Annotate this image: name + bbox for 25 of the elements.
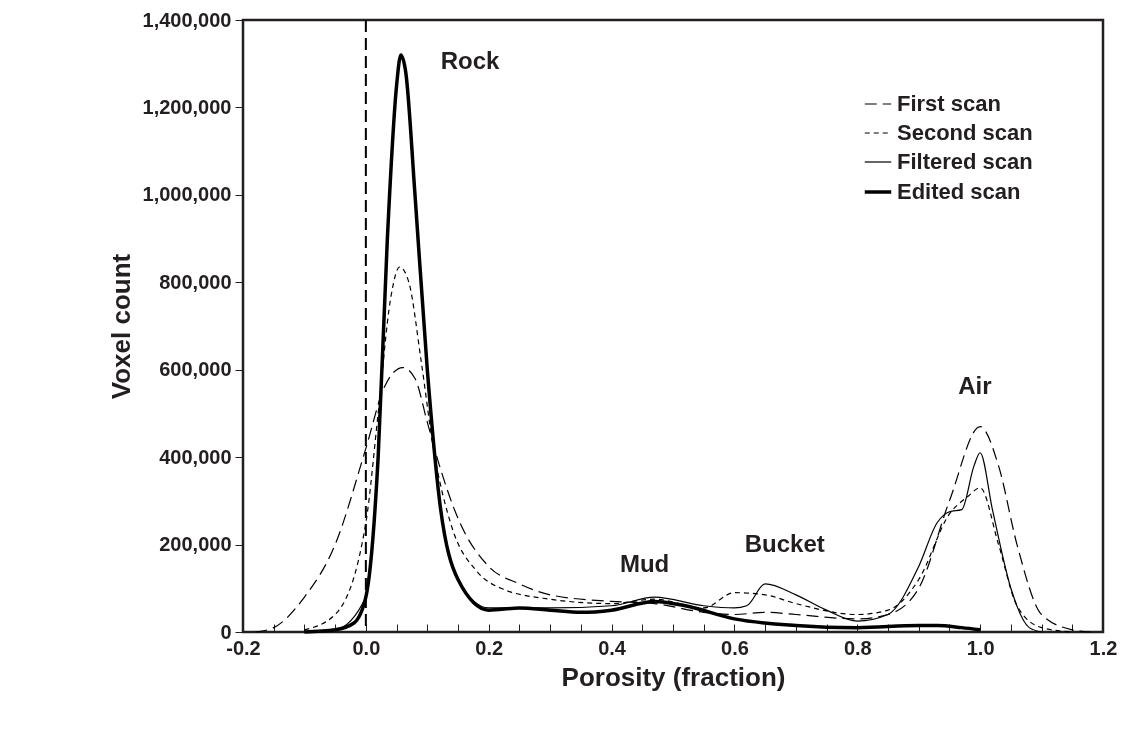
y-tick-label: 1,000,000 — [142, 183, 232, 206]
annotation: Rock — [440, 47, 501, 75]
legend-label: Second scan — [897, 120, 1033, 145]
y-axis-title: Voxel count — [105, 253, 136, 400]
y-tick-label: 0 — [220, 620, 232, 643]
x-tick-label: 0.0 — [352, 636, 381, 659]
annotation: Bucket — [744, 530, 825, 558]
x-tick-label: 0.6 — [721, 636, 749, 659]
x-tick-label: 0.4 — [598, 636, 627, 659]
y-tick-label: 800,000 — [159, 270, 232, 293]
x-tick-label: 1.0 — [966, 636, 995, 659]
x-axis-title: Porosity (fraction) — [561, 661, 786, 692]
annotation: Mud — [619, 549, 670, 577]
y-tick-label: 600,000 — [159, 358, 232, 381]
x-tick-label: 0.2 — [475, 636, 504, 659]
annotation: Air — [958, 372, 992, 400]
y-tick-label: 1,200,000 — [142, 95, 232, 118]
legend-label: Filtered scan — [897, 149, 1033, 174]
legend-label: Edited scan — [897, 179, 1021, 204]
legend-label: First scan — [897, 91, 1001, 116]
y-tick-label: 200,000 — [159, 533, 232, 556]
y-tick-label: 1,400,000 — [142, 8, 232, 31]
x-tick-label: 1.2 — [1089, 636, 1118, 659]
y-tick-label: 400,000 — [159, 445, 232, 468]
x-tick-label: 0.8 — [843, 636, 872, 659]
